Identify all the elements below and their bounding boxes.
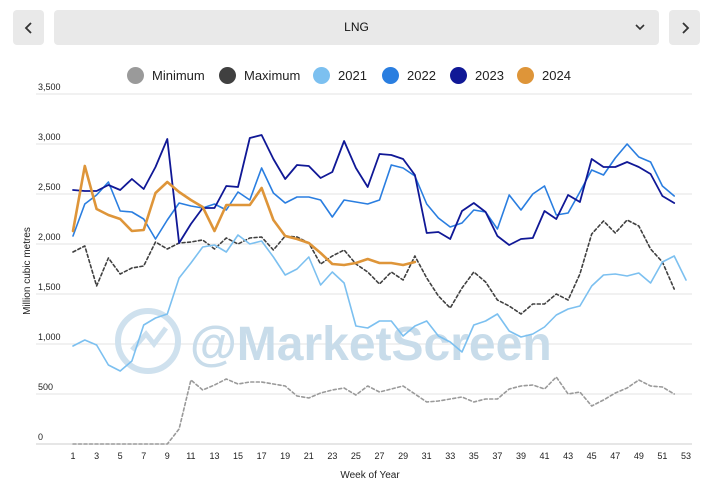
legend-swatch-2021	[313, 66, 330, 84]
x-axis-ticks: 1 3 5 7 9 11 13 15 17 19 21 23 25 27 29 31 33 35 37 39 41 43 4…	[70, 451, 691, 461]
x-tick-label: 35	[469, 451, 479, 461]
legend-label-2023: 2023	[475, 67, 504, 83]
x-tick-label: 19	[280, 451, 290, 461]
chart-series	[71, 134, 687, 445]
legend-swatch-minimum	[127, 66, 144, 84]
x-tick-label: 27	[374, 451, 384, 461]
series-line-2023	[72, 134, 676, 246]
series-select-value: LNG	[344, 20, 369, 34]
legend-label-2021: 2021	[338, 67, 367, 83]
x-tick-label: 51	[657, 451, 667, 461]
x-tick-label: 5	[118, 451, 123, 461]
x-tick-label: 49	[634, 451, 644, 461]
y-tick-label: 2,000	[38, 232, 61, 242]
chart-legend: Minimum Maximum 2021 2022 2023 2024	[0, 64, 709, 86]
x-tick-label: 53	[681, 451, 691, 461]
y-axis-ticks: 0 500 1,000 1,500 2,000 2,500 3,000 3,500	[38, 82, 61, 442]
x-tick-label: 31	[422, 451, 432, 461]
legend-item-minimum[interactable]: Minimum	[127, 64, 205, 86]
y-tick-label: 1,000	[38, 332, 61, 342]
previous-button[interactable]	[13, 10, 44, 45]
series-line-minimum	[72, 376, 676, 445]
y-tick-label: 2,500	[38, 182, 61, 192]
legend-label-2022: 2022	[407, 67, 436, 83]
x-tick-label: 39	[516, 451, 526, 461]
series-line-2021	[72, 234, 687, 372]
legend-label-maximum: Maximum	[244, 67, 301, 83]
legend-swatch-2024	[517, 66, 534, 84]
y-tick-label: 3,500	[38, 82, 61, 92]
x-axis-label: Week of Year	[340, 470, 400, 481]
chart-gridlines	[36, 93, 692, 445]
series-line-2024	[71, 164, 417, 267]
y-tick-label: 0	[38, 432, 43, 442]
x-tick-label: 9	[165, 451, 170, 461]
x-tick-label: 15	[233, 451, 243, 461]
x-tick-label: 33	[445, 451, 455, 461]
series-select[interactable]: LNG	[54, 10, 659, 45]
x-tick-label: 17	[257, 451, 267, 461]
watermark-logo-icon	[115, 308, 181, 374]
chevron-left-icon	[24, 21, 32, 34]
y-tick-label: 500	[38, 382, 53, 392]
legend-item-maximum[interactable]: Maximum	[219, 64, 300, 86]
next-button[interactable]	[669, 10, 700, 45]
chevron-down-icon	[635, 24, 645, 31]
y-tick-label: 3,000	[38, 132, 61, 142]
series-line-2022	[72, 143, 676, 240]
legend-label-minimum: Minimum	[152, 67, 205, 83]
legend-swatch-2022	[382, 66, 399, 84]
y-tick-label: 1,500	[38, 282, 61, 292]
series-line-maximum	[72, 219, 676, 315]
x-tick-label: 37	[492, 451, 502, 461]
x-tick-label: 25	[351, 451, 361, 461]
x-tick-label: 29	[398, 451, 408, 461]
x-tick-label: 47	[610, 451, 620, 461]
x-tick-label: 1	[70, 451, 75, 461]
legend-item-2023[interactable]: 2023	[450, 64, 504, 86]
legend-swatch-maximum	[219, 66, 236, 84]
x-tick-label: 45	[587, 451, 597, 461]
x-tick-label: 43	[563, 451, 573, 461]
x-tick-label: 21	[304, 451, 314, 461]
legend-item-2021[interactable]: 2021	[313, 64, 367, 86]
chevron-right-icon	[681, 21, 689, 34]
y-axis-label: Million cubic metres	[22, 227, 33, 315]
legend-label-2024: 2024	[542, 67, 571, 83]
x-tick-label: 11	[186, 451, 195, 461]
legend-item-2022[interactable]: 2022	[382, 64, 436, 86]
legend-item-2024[interactable]: 2024	[517, 64, 571, 86]
x-tick-label: 13	[209, 451, 219, 461]
legend-swatch-2023	[450, 66, 467, 84]
top-navigation: LNG	[0, 0, 709, 56]
watermark-logo-line-icon	[130, 326, 168, 352]
x-tick-label: 23	[327, 451, 337, 461]
x-tick-label: 3	[94, 451, 99, 461]
x-tick-label: 41	[540, 451, 550, 461]
x-tick-label: 7	[141, 451, 146, 461]
